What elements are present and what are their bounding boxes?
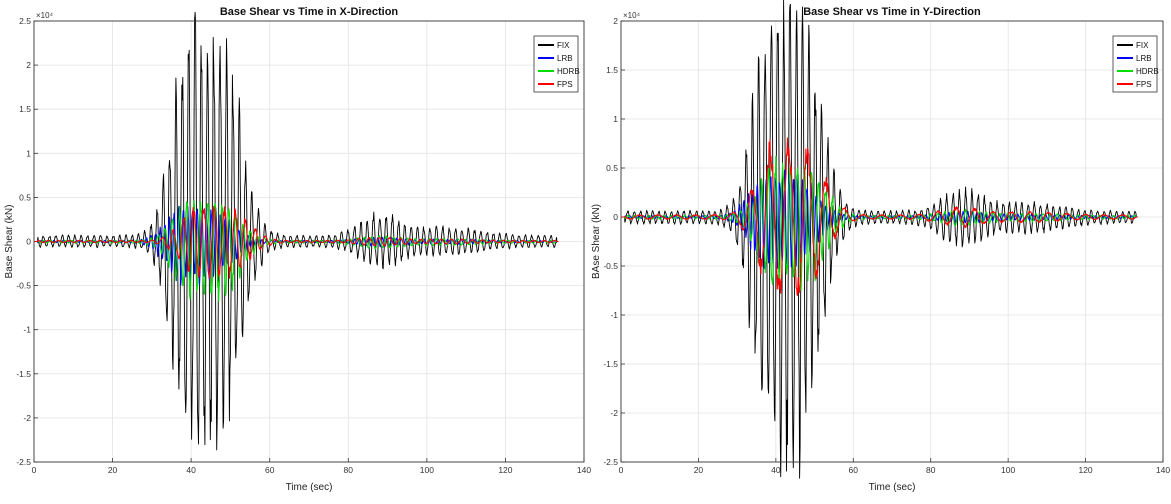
x-tick-label: 0 bbox=[32, 465, 37, 475]
series-line-fps bbox=[620, 137, 1138, 297]
y-tick-label: -2.5 bbox=[603, 457, 618, 467]
x-tick-label: 120 bbox=[1078, 465, 1092, 475]
x-axis-label: Time (sec) bbox=[869, 482, 916, 493]
y-tick-label: 0.5 bbox=[606, 163, 618, 173]
y-tick-label: -1 bbox=[23, 325, 31, 335]
y-tick-label: -1.5 bbox=[16, 369, 31, 379]
y-tick-label: -2 bbox=[610, 408, 618, 418]
x-tick-label: 120 bbox=[498, 465, 512, 475]
legend-label-hdrb: HDRB bbox=[557, 67, 580, 76]
x-tick-label: 40 bbox=[771, 465, 781, 475]
legend-label-fix: FIX bbox=[557, 41, 570, 50]
legend: FIX LRB HDRB FPS bbox=[533, 35, 580, 93]
y-tick-label: -2 bbox=[23, 413, 31, 423]
y-tick-label: 2 bbox=[613, 16, 618, 26]
x-tick-label: 20 bbox=[694, 465, 704, 475]
x-tick-label: 80 bbox=[344, 465, 354, 475]
y-tick-label: -1 bbox=[610, 310, 618, 320]
y-tick-label: 2.5 bbox=[19, 16, 31, 26]
legend-label-hdrb: HDRB bbox=[1136, 67, 1159, 76]
legend-label-lrb: LRB bbox=[1136, 54, 1152, 63]
chart-title: Base Shear vs Time in X-Direction bbox=[220, 6, 399, 18]
y-axis-label: BAse Shear (kN) bbox=[591, 204, 602, 279]
chart-1: 0 20 40 60 80 100 120 140 -2.5 -2 -1.5 -1 -0.5 0 0.5 1 1… bbox=[4, 6, 591, 493]
y-tick-label: -0.5 bbox=[16, 281, 31, 291]
y-tick-label: 0.5 bbox=[19, 192, 31, 202]
y-tick-label: 0 bbox=[26, 237, 31, 247]
x-tick-label: 100 bbox=[1001, 465, 1015, 475]
series-line-fps bbox=[33, 205, 559, 279]
plot-area bbox=[621, 21, 1163, 462]
y-tick-label: 1.5 bbox=[606, 65, 618, 75]
series-line-fix bbox=[34, 11, 559, 451]
y-tick-label: 1.5 bbox=[19, 104, 31, 114]
x-tick-label: 20 bbox=[108, 465, 118, 475]
x-axis-label: Time (sec) bbox=[286, 482, 333, 493]
y-exponent-label: ×10⁴ bbox=[623, 11, 641, 20]
x-tick-label: 80 bbox=[926, 465, 936, 475]
x-tick-label: 140 bbox=[577, 465, 591, 475]
y-tick-label: -1.5 bbox=[603, 359, 618, 369]
y-tick-label: 1 bbox=[613, 114, 618, 124]
legend-label-lrb: LRB bbox=[557, 54, 573, 63]
legend-label-fix: FIX bbox=[1136, 41, 1149, 50]
y-tick-label: 1 bbox=[26, 148, 31, 158]
y-tick-label: 0 bbox=[613, 212, 618, 222]
y-axis-label: Base Shear (kN) bbox=[4, 205, 15, 279]
chart-title: Base Shear vs Time in Y-Direction bbox=[803, 6, 981, 18]
x-tick-label: 140 bbox=[1156, 465, 1170, 475]
x-tick-label: 60 bbox=[265, 465, 275, 475]
x-tick-label: 100 bbox=[420, 465, 434, 475]
y-tick-label: 2 bbox=[26, 60, 31, 70]
axes-frame bbox=[620, 20, 1164, 463]
x-tick-label: 0 bbox=[619, 465, 624, 475]
x-tick-label: 40 bbox=[186, 465, 196, 475]
x-tick-label: 60 bbox=[849, 465, 859, 475]
legend-label-fps: FPS bbox=[1136, 80, 1152, 89]
legend-label-fps: FPS bbox=[557, 80, 573, 89]
y-exponent-label: ×10⁴ bbox=[36, 11, 54, 20]
axes-frame bbox=[33, 20, 585, 463]
legend: FIX LRB HDRB FPS bbox=[1112, 35, 1159, 93]
chart-2: 0 20 40 60 80 100 120 140 -2.5 -2 -1.5 -1 -0.5 0 0.5 1 1… bbox=[591, 0, 1170, 493]
y-tick-label: -2.5 bbox=[16, 457, 31, 467]
y-tick-label: -0.5 bbox=[603, 261, 618, 271]
